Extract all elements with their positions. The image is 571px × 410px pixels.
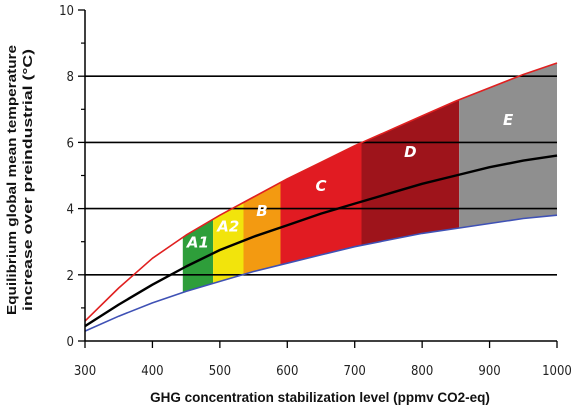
band-c: [280, 142, 362, 265]
y-tick-label-4: 4: [67, 203, 74, 218]
y-axis-label-line1: Equilibrium global mean temperature: [4, 45, 19, 315]
x-tick-label-900: 900: [478, 364, 500, 379]
y-axis-label-line2: increase over preindustrial (°C): [20, 49, 35, 311]
y-tick-label-8: 8: [67, 70, 74, 85]
x-axis-label: GHG concentration stabilization level (p…: [150, 390, 490, 405]
y-tick-label-2: 2: [67, 269, 74, 284]
x-tick-label-700: 700: [344, 364, 366, 379]
band-label-b: B: [256, 202, 267, 220]
x-tick-label-300: 300: [74, 364, 96, 379]
y-tick-label-6: 6: [67, 136, 74, 151]
y-tick-label-0: 0: [67, 335, 74, 350]
x-tick-label-400: 400: [141, 364, 163, 379]
band-a2: [213, 202, 244, 284]
band-label-a2: A2: [216, 218, 239, 236]
y-tick-label-10: 10: [59, 4, 74, 19]
x-tick-label-800: 800: [411, 364, 433, 379]
band-label-c: C: [315, 177, 326, 195]
x-tick-label-600: 600: [276, 364, 298, 379]
lower-line: [84, 214, 558, 332]
upper-line: [84, 62, 558, 322]
x-tick-label-1000: 1000: [542, 364, 571, 379]
gridlines: [85, 75, 557, 276]
band-b: [243, 182, 281, 275]
best-estimate-line: [84, 154, 558, 328]
band-label-d: D: [404, 143, 416, 161]
band-label-a1: A1: [186, 233, 209, 251]
stabilization-bands: [182, 63, 557, 293]
band-labels: A1 A2 B C D E: [186, 111, 514, 251]
temperature-lines: [84, 62, 558, 332]
band-e: [459, 63, 557, 228]
band-label-e: E: [503, 111, 514, 129]
x-tick-label-500: 500: [209, 364, 231, 379]
axes: [78, 9, 558, 348]
y-axis-label: Equilibrium global mean temperature incr…: [4, 45, 35, 315]
tick-labels: 300 400 500 600 700 800 900 1000 0 2 4 6 8 10: [59, 4, 571, 379]
